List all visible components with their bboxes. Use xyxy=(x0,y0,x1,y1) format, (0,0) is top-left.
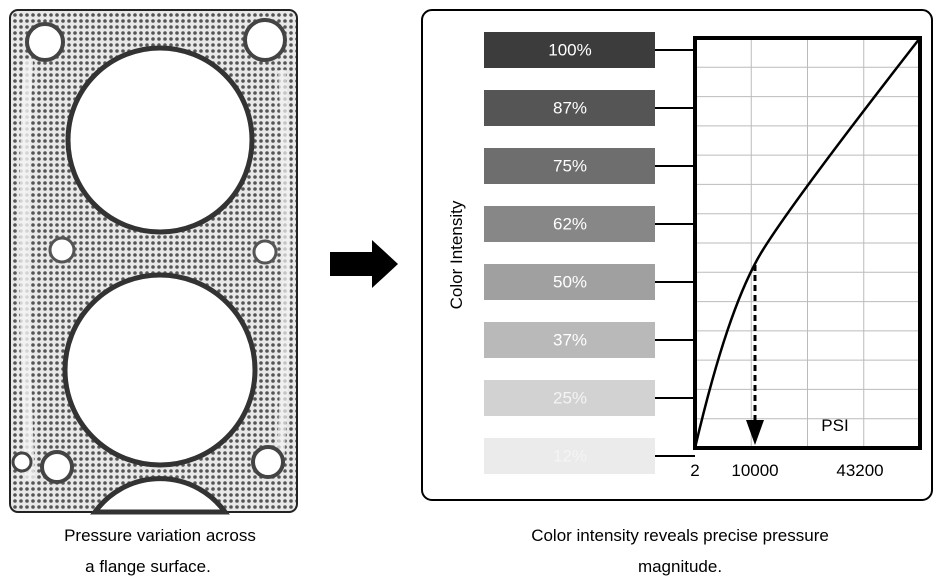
intensity-swatch xyxy=(484,380,655,416)
plot-frame xyxy=(693,36,922,450)
curve xyxy=(693,37,921,449)
intensity-swatch xyxy=(484,438,655,474)
x-axis-label: PSI xyxy=(821,416,848,435)
caption: magnitude. xyxy=(638,557,722,576)
intensity-swatch xyxy=(484,264,655,300)
caption: Color intensity reveals precise pressure xyxy=(531,526,829,545)
caption: a flange surface. xyxy=(85,557,211,576)
intensity-swatch xyxy=(484,148,655,184)
plot: 100% 87% 75% 62% 50% 37% 25% 12% 2 10000 43200 xyxy=(484,32,922,480)
intensity-swatch xyxy=(484,90,655,126)
intensity-label: 100% xyxy=(548,40,591,59)
intensity-label: 87% xyxy=(553,98,587,117)
intensity-swatch xyxy=(484,206,655,242)
intensity-swatch xyxy=(484,32,655,68)
intensity-label: 37% xyxy=(553,330,587,349)
intensity-swatch xyxy=(484,322,655,358)
intensity-label: 12% xyxy=(553,446,587,465)
gasket-image xyxy=(9,9,298,515)
intensity-label: 25% xyxy=(553,388,587,407)
arrow-head xyxy=(746,420,764,445)
y-axis-label: Color Intensity xyxy=(447,200,466,309)
caption: Pressure variation across xyxy=(64,526,256,545)
intensity-label: 62% xyxy=(553,214,587,233)
arrow xyxy=(330,240,398,288)
x-tick-label: 2 xyxy=(690,461,699,480)
intensity-label: 75% xyxy=(553,156,587,175)
x-tick-label: 10000 xyxy=(731,461,778,480)
x-tick-label: 43200 xyxy=(836,461,883,480)
intensity-label: 50% xyxy=(553,272,587,291)
chart-panel xyxy=(421,9,933,501)
